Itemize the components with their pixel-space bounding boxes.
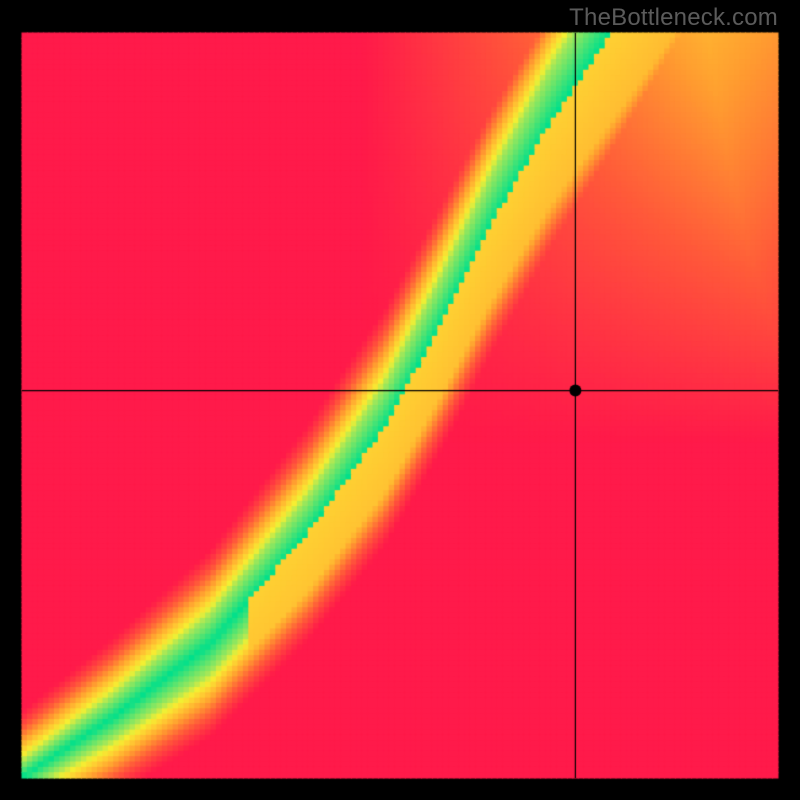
bottleneck-heatmap: [0, 0, 800, 800]
watermark-label: TheBottleneck.com: [569, 4, 778, 32]
chart-container: TheBottleneck.com: [0, 0, 800, 800]
